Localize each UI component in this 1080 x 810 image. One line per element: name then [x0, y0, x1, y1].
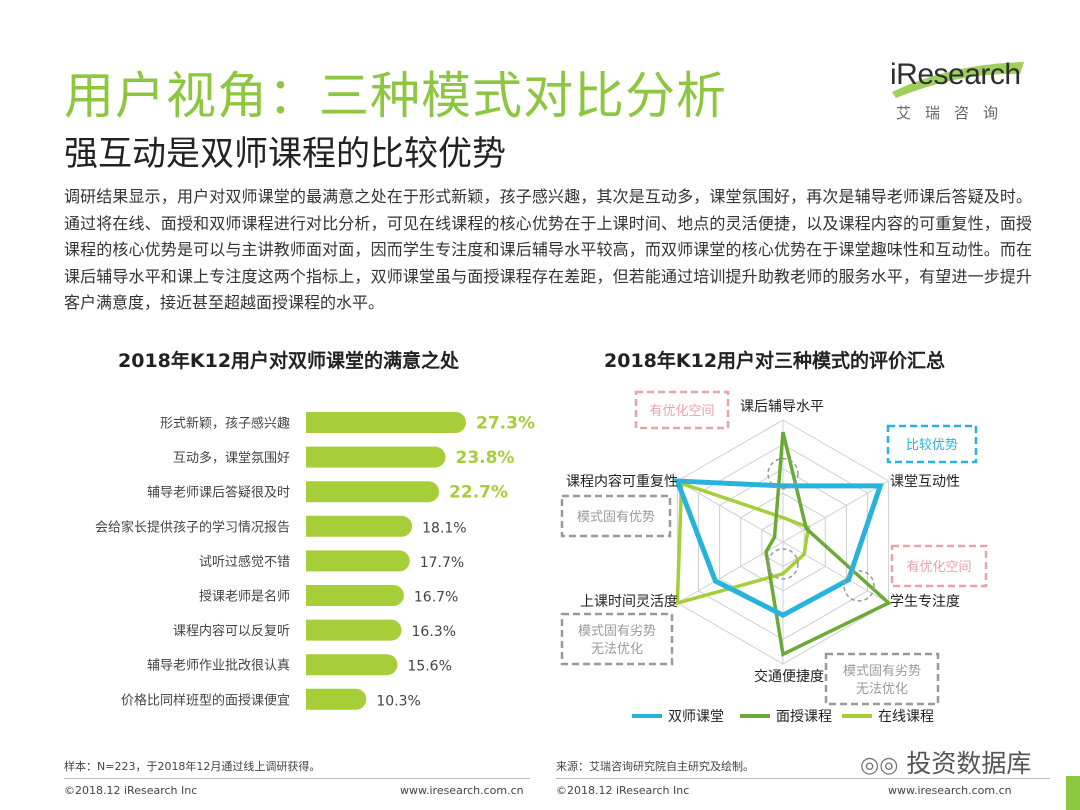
radar-callout-circle: [767, 548, 799, 580]
bar-category-label: 辅导老师课后答疑很及时: [147, 485, 290, 501]
radar-axis-label: 上课时间灵活度: [580, 594, 678, 610]
radar-annotation-box: [634, 390, 730, 430]
bar: [306, 412, 467, 433]
bar-category-label: 价格比同样班型的面授课便宜: [121, 692, 290, 708]
legend-label: 面授课程: [776, 709, 832, 725]
radar-annotation-text: 无法优化: [591, 642, 643, 657]
copyright-right: ©2018.12 iResearch Inc: [556, 784, 690, 797]
bar-value-label: 10.3%: [376, 693, 420, 709]
bar-category-label: 会给家长提供孩子的学习情况报告: [95, 519, 290, 535]
watermark: ◎◎ 投资数据库: [860, 744, 1031, 780]
watermark-text: 投资数据库: [906, 749, 1032, 778]
bar-category-label: 互动多，课堂氛围好: [173, 450, 290, 466]
radar-annotation-box: [824, 652, 940, 706]
summary-paragraph: 调研结果显示，用户对双师课堂的最满意之处在于形式新颖，孩子感兴趣，其次是互动多，…: [64, 187, 1032, 312]
radar-axis-label: 课堂互动性: [890, 474, 960, 490]
radar-chart-title: 2018年K12用户对三种模式的评价汇总: [604, 350, 946, 372]
bar-value-label: 16.3%: [412, 624, 456, 640]
radar-axis-label: 学生专注度: [890, 594, 960, 610]
bar-category-label: 试听过感觉不错: [199, 554, 290, 570]
bar-value-label: 22.7%: [449, 483, 508, 503]
bar: [306, 585, 404, 606]
page-number: 21: [1040, 784, 1057, 799]
bar: [306, 550, 410, 572]
logo-swoosh-icon: [892, 62, 1024, 98]
bar-value-label: 23.8%: [455, 448, 514, 468]
radar-annotation-text: 有优化空间: [649, 404, 714, 419]
bar: [306, 688, 367, 710]
bar-category-label: 形式新颖，孩子感兴趣: [160, 416, 290, 432]
radar-annotation-box: [560, 612, 674, 666]
bar-chart: 形式新颖，孩子感兴趣 27.3% 互动多，课堂氛围好 23.8% 辅导老师课后答疑很及时…: [95, 412, 535, 710]
radar-series-1: [673, 478, 884, 619]
bar-value-label: 27.3%: [476, 414, 535, 434]
radar-callout-circle: [767, 457, 799, 490]
url-left[interactable]: www.iresearch.com.cn: [400, 784, 524, 797]
radar-annotation-text: 比较优势: [906, 437, 958, 453]
bar-value-label: 18.1%: [422, 520, 466, 536]
bar: [306, 654, 398, 676]
radar-annotation-box: [886, 424, 978, 464]
legend-label: 在线课程: [878, 709, 934, 725]
radar-annotation-box: [560, 494, 672, 538]
bar-value-label: 15.6%: [407, 659, 451, 675]
radar-annotation-text: 无法优化: [856, 682, 908, 697]
sample-note: 样本：N=223，于2018年12月通过线上调研获得。: [64, 760, 321, 773]
iresearch-logo: iResearch 艾瑞咨询: [890, 58, 1030, 128]
radar-axis-line: [782, 480, 889, 543]
bar-category-label: 课程内容可以反复听: [173, 623, 290, 639]
footer-divider-right: [556, 778, 1050, 779]
bar-chart-title: 2018年K12用户对双师课堂的满意之处: [118, 350, 460, 372]
radar-annotation-box: [890, 544, 988, 588]
bar: [306, 481, 440, 503]
radar-axis-line: [782, 541, 889, 604]
bar: [306, 619, 402, 641]
radar-chart: 课后辅导水平课堂互动性学生专注度交通便捷度上课时间灵活度课程内容可重复性有优化空…: [560, 390, 988, 725]
bar-value-label: 16.7%: [414, 590, 458, 606]
radar-axis-label: 交通便捷度: [754, 668, 824, 685]
radar-axis-label: 课后辅导水平: [740, 399, 824, 415]
logo-cn-text: 艾瑞咨询: [896, 104, 1013, 122]
radar-annotation-text: 模式固有劣势: [578, 623, 656, 639]
radar-axis-line: [677, 480, 784, 543]
copyright-left: ©2018.12 iResearch Inc: [64, 784, 198, 797]
source-note: 来源：艾瑞咨询研究院自主研究及绘制。: [556, 760, 754, 773]
wechat-icon: ◎◎: [860, 753, 899, 778]
bar: [306, 515, 413, 537]
bar-category-label: 辅导老师作业批改很认真: [147, 659, 290, 674]
page-subtitle: 强互动是双师课程的比较优势: [64, 134, 506, 174]
bar-value-label: 17.7%: [420, 555, 464, 571]
radar-series-2: [764, 431, 892, 657]
bar-category-label: 授课老师是名师: [199, 589, 290, 605]
radar-annotation-text: 有优化空间: [906, 560, 971, 575]
radar-annotation-text: 模式固有劣势: [843, 663, 921, 679]
logo-wordmark: iResearch: [890, 58, 1021, 91]
radar-series-3: [675, 481, 811, 606]
radar-axis-label: 课程内容可重复性: [566, 473, 678, 490]
bar: [306, 446, 446, 468]
radar-annotation-text: 模式固有优势: [577, 509, 655, 525]
url-right[interactable]: www.iresearch.com.cn: [888, 784, 1012, 797]
page-title: 用户视角：三种模式对比分析: [64, 67, 727, 125]
legend-label: 双师课堂: [668, 709, 724, 725]
footer-divider-left: [64, 778, 530, 779]
page-corner-bar: [1066, 776, 1080, 810]
radar-callout-circle: [843, 570, 875, 602]
